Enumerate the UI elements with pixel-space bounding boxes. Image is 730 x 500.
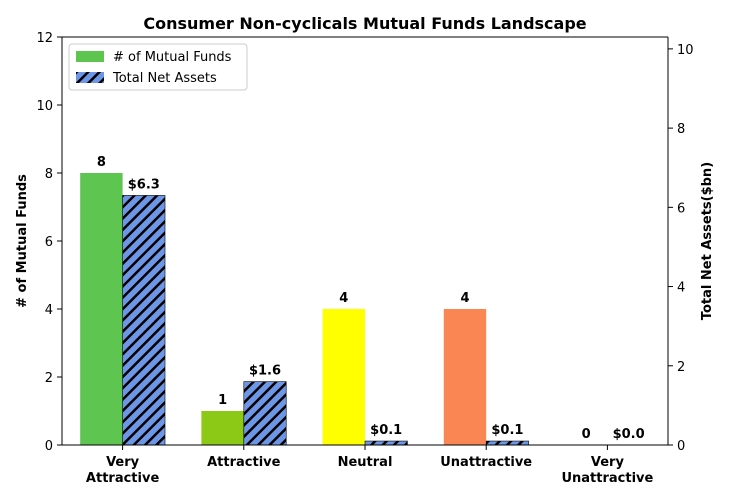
y-right-tick-label: 0 xyxy=(677,439,685,454)
data-label-net-assets: $0.1 xyxy=(370,423,402,438)
bar-net-assets xyxy=(122,195,166,446)
y-left-tick-label: 6 xyxy=(45,235,53,250)
y-right-tick-label: 8 xyxy=(677,122,685,137)
y-axis-left-label: # of Mutual Funds xyxy=(15,174,30,308)
bar-net-assets xyxy=(485,440,529,446)
legend-box xyxy=(68,43,248,91)
x-tick-label: Neutral xyxy=(338,455,393,470)
x-tick-label: Very xyxy=(106,455,140,470)
y-left-tick-label: 0 xyxy=(45,439,53,454)
data-label-fund-count: 1 xyxy=(218,393,227,408)
bar-net-assets xyxy=(243,381,287,446)
data-label-net-assets: $6.3 xyxy=(128,177,160,192)
bar-fund-count xyxy=(201,411,244,445)
chart-title: Consumer Non-cyclicals Mutual Funds Land… xyxy=(143,14,586,33)
y-left-tick-label: 10 xyxy=(36,99,53,114)
y-right-tick-label: 6 xyxy=(677,201,685,216)
x-tick-label: Attractive xyxy=(86,471,160,486)
y-left-tick-label: 8 xyxy=(45,167,53,182)
y-left-tick-label: 12 xyxy=(36,31,53,46)
legend-swatch-fund-count xyxy=(76,51,104,62)
data-label-fund-count: 0 xyxy=(582,427,591,442)
legend-label-fund-count: # of Mutual Funds xyxy=(113,50,232,65)
plot-area: 8$6.3VeryAttractive1$1.6Attractive4$0.1N… xyxy=(36,31,693,486)
bar-fund-count xyxy=(443,309,487,445)
data-label-net-assets: $1.6 xyxy=(249,364,281,379)
data-label-fund-count: 4 xyxy=(460,291,469,306)
bar-fund-count xyxy=(80,173,123,445)
data-label-net-assets: $0.1 xyxy=(491,423,523,438)
y-left-tick-label: 4 xyxy=(45,303,53,318)
data-label-fund-count: 8 xyxy=(97,155,106,170)
y-right-tick-label: 4 xyxy=(677,281,685,296)
data-label-net-assets: $0.0 xyxy=(613,427,645,442)
bar-fund-count xyxy=(322,309,365,445)
y-right-tick-label: 2 xyxy=(677,360,685,375)
bar-net-assets xyxy=(364,440,408,446)
y-left-tick-label: 2 xyxy=(45,371,53,386)
legend-label-net-assets: Total Net Assets xyxy=(112,71,217,86)
y-right-tick-label: 10 xyxy=(677,43,694,58)
x-tick-label: Very xyxy=(591,455,625,470)
x-tick-label: Attractive xyxy=(207,455,281,470)
x-tick-label: Unattractive xyxy=(440,455,532,470)
data-label-fund-count: 4 xyxy=(339,291,348,306)
legend-swatch-net-assets xyxy=(76,72,104,83)
y-axis-right-label: Total Net Assets($bn) xyxy=(700,162,715,320)
x-tick-label: Unattractive xyxy=(561,471,653,486)
